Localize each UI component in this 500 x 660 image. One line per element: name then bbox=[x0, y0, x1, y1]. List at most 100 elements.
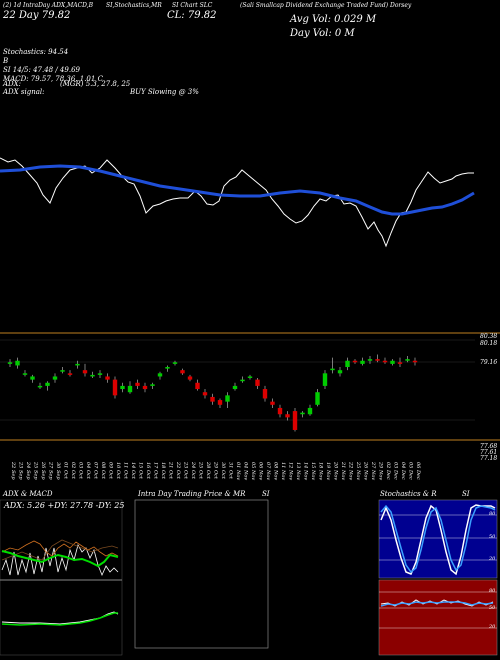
date-label: 22 Nov bbox=[348, 461, 354, 480]
date-label: 02 Dec bbox=[385, 462, 391, 480]
candle-body bbox=[142, 385, 148, 390]
stochastics-si-label: SI bbox=[462, 490, 470, 498]
candle-body bbox=[390, 360, 395, 364]
signal-text: BUY Slowing @ 3% bbox=[130, 88, 199, 96]
header-22day: 22 Day 79.82 bbox=[3, 10, 71, 21]
stoch-label-80: 80 bbox=[489, 511, 496, 517]
adx-macd-panel bbox=[0, 499, 123, 656]
date-label: 18 Oct bbox=[160, 462, 166, 480]
candle-body bbox=[67, 373, 73, 375]
candle-body bbox=[180, 370, 185, 374]
header-indicators: IntraDay ADX,MACD,B bbox=[23, 2, 94, 9]
date-label: 23 Sep bbox=[18, 461, 24, 480]
si-label-20: 20 bbox=[489, 624, 496, 630]
date-label: 21 Nov bbox=[340, 461, 346, 480]
date-label: 08 Oct bbox=[100, 462, 106, 480]
date-label: 09 Oct bbox=[108, 462, 114, 480]
adx-macd-title: ADX & MACD bbox=[3, 490, 53, 498]
candle-body bbox=[82, 370, 88, 374]
date-axis: 22 Sep 23 Sep 24 Sep 25 Sep 26 Sep 27 Sep 30 S… bbox=[10, 461, 421, 480]
date-label: 24 Oct bbox=[190, 461, 196, 480]
candle-body bbox=[337, 370, 343, 374]
candle-body bbox=[285, 414, 290, 418]
date-label: 11 Nov bbox=[280, 462, 286, 480]
date-label: 03 Oct bbox=[78, 462, 84, 480]
header-indicators-2: SI,Stochastics,MR bbox=[106, 2, 162, 9]
date-label: 05 Nov bbox=[250, 462, 256, 480]
stoch-white-line bbox=[380, 504, 496, 576]
candle-body bbox=[135, 382, 140, 386]
date-label: 17 Oct bbox=[153, 462, 159, 480]
candle-body bbox=[217, 400, 223, 405]
date-label: 25 Sep bbox=[33, 461, 39, 480]
candle-body bbox=[52, 376, 58, 380]
stochastics-state: B bbox=[3, 57, 9, 65]
candle-body bbox=[240, 379, 245, 382]
candle-body bbox=[367, 359, 373, 361]
intraday-title: Intra Day Trading Price & MR bbox=[138, 490, 246, 498]
si-value: SI 14/5: 47.48 / 49.69 bbox=[3, 66, 80, 74]
candle-body bbox=[270, 401, 275, 405]
price-label-1: 80.38 bbox=[480, 333, 498, 340]
adx-signal-label: ADX signal: bbox=[3, 88, 45, 96]
date-label: 01 Nov bbox=[235, 462, 241, 480]
date-label: 07 Oct bbox=[93, 462, 99, 480]
candle-body bbox=[292, 411, 298, 430]
adx-values: ADX: 5.26 +DY: 27.78 -DY: 25 bbox=[4, 501, 125, 510]
candle-body bbox=[202, 392, 208, 396]
date-label: 30 Sep bbox=[55, 462, 61, 480]
date-label: 20 Nov bbox=[333, 461, 339, 480]
candle-body bbox=[75, 363, 80, 366]
stoch-label-50: 50 bbox=[489, 534, 496, 540]
stochastics-title: Stochastics & R bbox=[380, 490, 437, 498]
candle-body bbox=[382, 360, 388, 363]
candle-body bbox=[405, 359, 410, 361]
adx-label: ADX: bbox=[3, 80, 22, 88]
candle-body bbox=[262, 389, 268, 399]
date-label: 13 Nov bbox=[295, 462, 301, 480]
candle-body bbox=[375, 359, 380, 361]
day-vol: Day Vol: 0 M bbox=[290, 28, 355, 39]
candle-body bbox=[90, 374, 95, 377]
candle-body bbox=[307, 407, 313, 415]
date-label: 31 Oct bbox=[228, 462, 234, 480]
candle-body bbox=[172, 362, 178, 364]
candle-body bbox=[30, 376, 35, 380]
date-label: 10 Oct bbox=[115, 462, 121, 480]
candle-body bbox=[112, 379, 118, 396]
candle-body bbox=[15, 360, 20, 366]
date-label: 08 Nov bbox=[273, 462, 279, 480]
macd-green-line bbox=[1, 612, 118, 626]
candle-body bbox=[7, 362, 13, 364]
avg-vol: Avg Vol: 0.029 M bbox=[290, 14, 377, 25]
date-label: 06 Nov bbox=[258, 462, 264, 480]
candle-body bbox=[195, 382, 200, 390]
price-label-4: 77.68 bbox=[480, 443, 498, 450]
header-chart-symbol: SI Chart SLC bbox=[172, 2, 213, 9]
date-label: 04 Oct bbox=[85, 462, 91, 480]
si-label-50: 50 bbox=[489, 605, 496, 611]
date-label: 28 Oct bbox=[205, 461, 211, 480]
date-label: 14 Nov bbox=[303, 462, 309, 480]
date-label: 25 Oct bbox=[198, 461, 204, 480]
moving-average-line bbox=[0, 164, 475, 216]
candle-body bbox=[105, 376, 110, 380]
date-label: 06 Dec bbox=[415, 462, 421, 480]
date-label: 01 Oct bbox=[63, 462, 69, 480]
candle-body bbox=[255, 379, 260, 386]
price-label-5: 77.61 bbox=[480, 449, 498, 456]
candle-body bbox=[60, 370, 65, 372]
candle-body bbox=[397, 362, 403, 364]
date-label: 23 Oct bbox=[183, 461, 189, 480]
candle-body bbox=[150, 384, 155, 386]
date-label: 15 Oct bbox=[138, 462, 144, 480]
date-label: 27 Sep bbox=[48, 461, 54, 480]
candle-body bbox=[300, 412, 305, 415]
date-label: 25 Nov bbox=[355, 461, 361, 480]
date-label: 15 Nov bbox=[310, 462, 316, 480]
macd-value: MACD: 79.57, 78.36, 1.01 C bbox=[3, 75, 103, 83]
candle-body bbox=[232, 385, 238, 390]
date-label: 26 Sep bbox=[40, 461, 46, 480]
date-label: 18 Nov bbox=[318, 462, 324, 480]
date-label: 07 Nov bbox=[265, 462, 271, 480]
